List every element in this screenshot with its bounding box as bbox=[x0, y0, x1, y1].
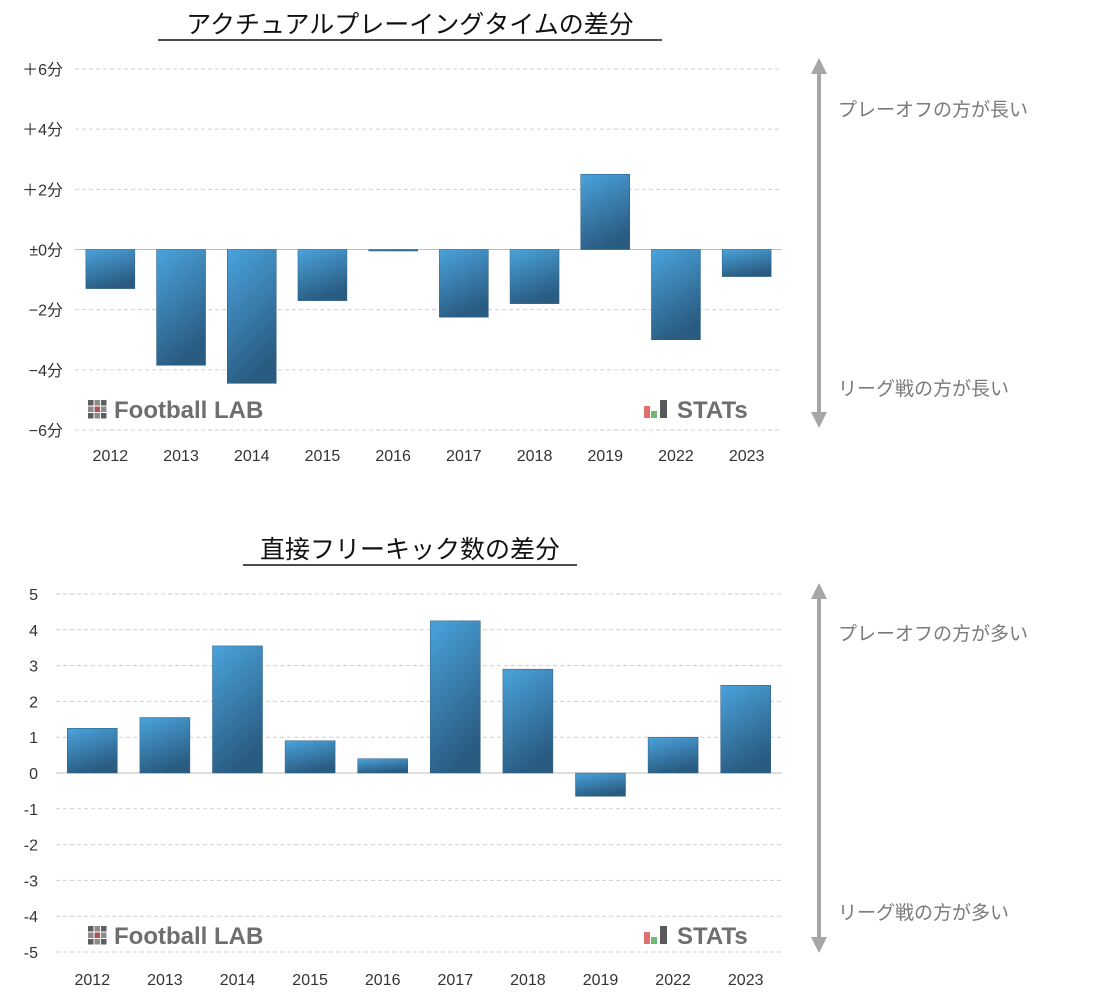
bar-2018 bbox=[502, 668, 554, 774]
football-lab-logo-text: Football LAB bbox=[114, 923, 263, 950]
x-tick-label: 2015 bbox=[305, 448, 341, 465]
x-tick-label: 2022 bbox=[658, 448, 694, 465]
stats-logo-bar-green bbox=[651, 937, 657, 944]
y-tick-label: -2 bbox=[24, 838, 38, 855]
bar-2012 bbox=[67, 728, 118, 774]
chart1-plot: ＋6分 ＋4分 ＋2分 ±0分 −2分 −4分 −6分 2012 2013 2014 2015 201… bbox=[22, 58, 1028, 465]
y-tick-label: -5 bbox=[24, 945, 38, 962]
y-tick-label: 1 bbox=[29, 730, 38, 747]
logo-square bbox=[101, 400, 107, 406]
logo-square bbox=[88, 400, 94, 406]
logo-square bbox=[88, 406, 94, 412]
annotation-top: プレーオフの方が長い bbox=[838, 99, 1028, 121]
logo-square bbox=[88, 926, 94, 932]
x-tick-label: 2013 bbox=[147, 972, 183, 989]
x-tick-label: 2014 bbox=[234, 448, 270, 465]
bar-2014 bbox=[212, 645, 263, 774]
bar-2014 bbox=[227, 249, 277, 384]
y-tick-label: -4 bbox=[24, 909, 38, 926]
logo-square bbox=[94, 939, 100, 945]
chart2-plot: 5 4 3 2 1 0 -1 -2 -3 -4 -5 2012 2013 2014 2015 2016 2017… bbox=[24, 583, 1028, 989]
logo-square bbox=[94, 400, 100, 406]
logo-square bbox=[94, 406, 100, 412]
x-tick-label: 2014 bbox=[220, 972, 256, 989]
y-tick-label: 2 bbox=[29, 694, 38, 711]
bar-2016 bbox=[368, 249, 418, 252]
annotation-top: プレーオフの方が多い bbox=[838, 623, 1028, 645]
football-lab-logo-icon bbox=[88, 400, 107, 419]
bar-2015 bbox=[297, 249, 348, 301]
football-lab-logo-icon bbox=[88, 926, 107, 945]
bar-2019 bbox=[580, 174, 630, 250]
y-tick-label: 3 bbox=[29, 659, 38, 676]
bar-2016 bbox=[357, 758, 408, 774]
bar-2017 bbox=[439, 249, 489, 318]
logo-square bbox=[101, 406, 107, 412]
bar-2018 bbox=[509, 249, 560, 304]
y-tick-label: 5 bbox=[29, 587, 38, 604]
y-tick-label: 4 bbox=[29, 623, 38, 640]
logo-square bbox=[101, 939, 107, 945]
bar-2019 bbox=[575, 772, 626, 797]
logo-square bbox=[88, 932, 94, 938]
x-tick-label: 2022 bbox=[655, 972, 691, 989]
y-tick-label: -1 bbox=[24, 802, 38, 819]
logo-square bbox=[94, 932, 100, 938]
stats-logo-bar-red bbox=[644, 406, 650, 418]
chart2-title: 直接フリーキック数の差分 bbox=[260, 535, 560, 564]
y-tick-label: ＋4分 bbox=[22, 121, 63, 139]
y-tick-label: -3 bbox=[24, 873, 38, 890]
x-tick-label: 2012 bbox=[93, 448, 129, 465]
logo-square bbox=[88, 939, 94, 945]
logo-square bbox=[94, 413, 100, 419]
y-tick-label: ±0分 bbox=[29, 242, 63, 260]
x-tick-label: 2017 bbox=[446, 448, 482, 465]
bar-2022 bbox=[651, 249, 701, 340]
stats-logo-bar-gray bbox=[660, 400, 667, 418]
x-tick-label: 2018 bbox=[517, 448, 553, 465]
y-tick-label: ＋6分 bbox=[22, 61, 63, 79]
y-tick-label: −4分 bbox=[29, 362, 63, 380]
annotation-bottom: リーグ戦の方が多い bbox=[838, 902, 1009, 924]
logo-square bbox=[94, 926, 100, 932]
stats-logo-bar-green bbox=[651, 411, 657, 418]
annotation-bottom: リーグ戦の方が長い bbox=[838, 378, 1009, 400]
x-tick-label: 2015 bbox=[292, 972, 328, 989]
stats-logo-bar-red bbox=[644, 932, 650, 944]
x-tick-label: 2013 bbox=[163, 448, 199, 465]
stats-logo-icon bbox=[644, 926, 667, 944]
x-tick-label: 2019 bbox=[583, 972, 619, 989]
x-tick-label: 2012 bbox=[75, 972, 111, 989]
chart1-title: アクチュアルプレーイングタイムの差分 bbox=[186, 10, 634, 39]
x-tick-label: 2017 bbox=[438, 972, 474, 989]
stats-logo-bar-gray bbox=[660, 926, 667, 944]
y-tick-label: −2分 bbox=[29, 302, 63, 320]
bar-2015 bbox=[284, 740, 336, 774]
stats-logo-text: STATs bbox=[677, 923, 748, 950]
bar-2013 bbox=[139, 717, 191, 774]
x-tick-label: 2019 bbox=[587, 448, 623, 465]
bar-2013 bbox=[156, 249, 206, 366]
logo-square bbox=[101, 413, 107, 419]
y-tick-label: 0 bbox=[29, 766, 38, 783]
y-tick-label: ＋2分 bbox=[22, 181, 63, 199]
logo-square bbox=[88, 413, 94, 419]
logo-square bbox=[101, 932, 107, 938]
x-tick-label: 2016 bbox=[365, 972, 401, 989]
x-tick-label: 2023 bbox=[728, 972, 764, 989]
x-tick-label: 2016 bbox=[375, 448, 411, 465]
x-tick-label: 2018 bbox=[510, 972, 546, 989]
bar-2012 bbox=[85, 249, 136, 289]
stats-logo-text: STATs bbox=[677, 397, 748, 424]
stats-logo-icon bbox=[644, 400, 667, 418]
bar-2017 bbox=[430, 620, 481, 774]
y-tick-label: −6分 bbox=[29, 422, 63, 440]
logo-square bbox=[101, 926, 107, 932]
football-lab-logo-text: Football LAB bbox=[114, 397, 263, 424]
bar-2023 bbox=[720, 685, 771, 774]
x-tick-label: 2023 bbox=[729, 448, 765, 465]
bar-2023 bbox=[721, 249, 772, 277]
bar-2022 bbox=[647, 736, 699, 774]
